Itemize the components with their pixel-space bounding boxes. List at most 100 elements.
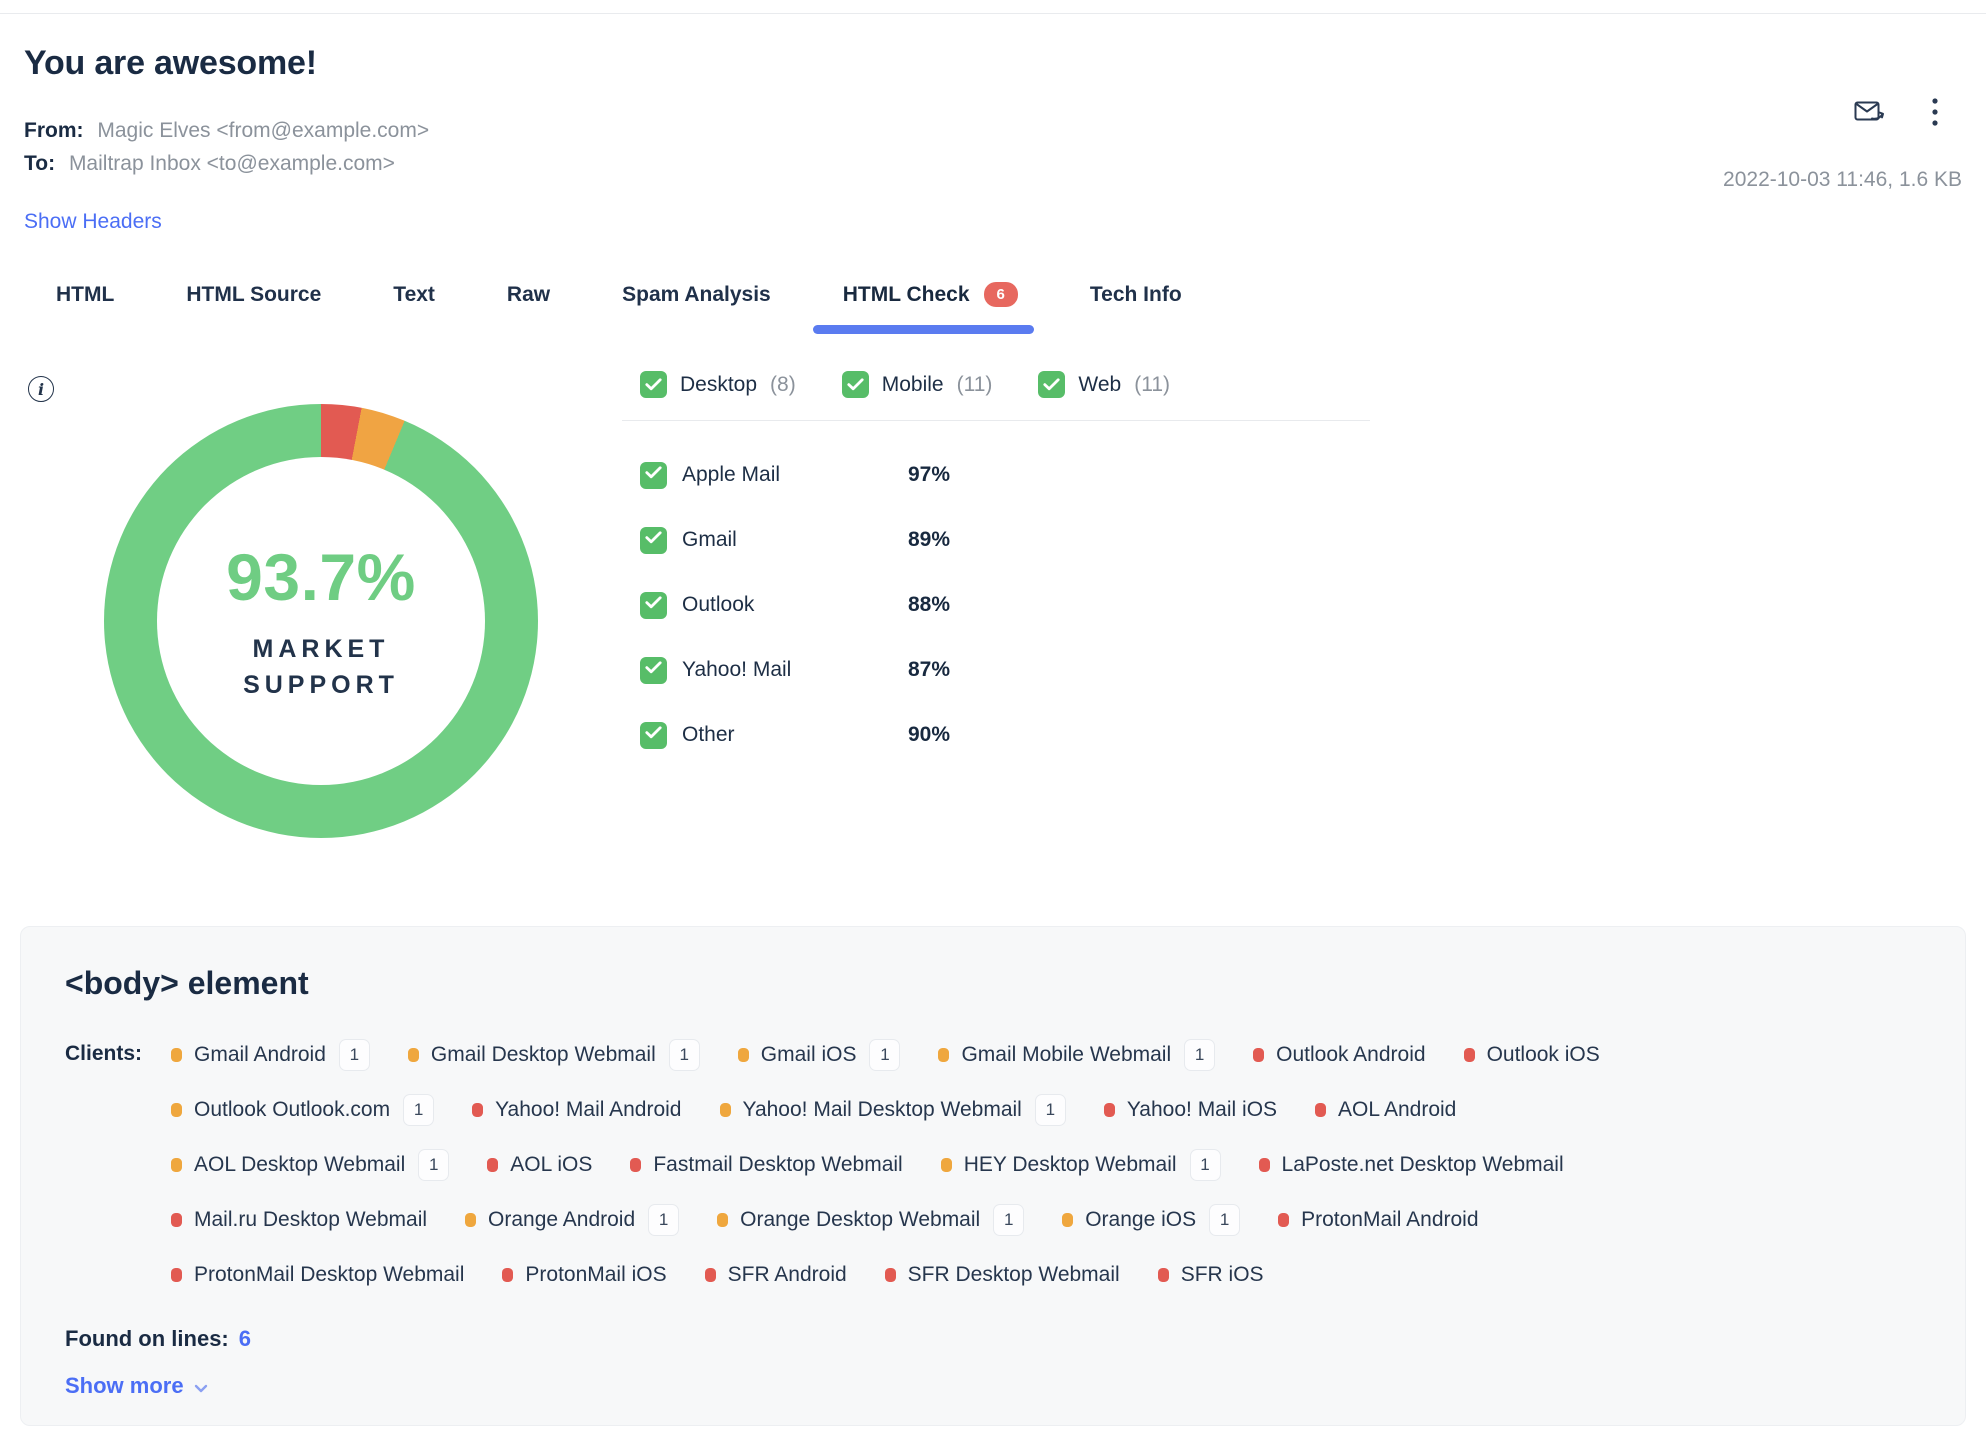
client-chip-name: Orange iOS: [1085, 1208, 1197, 1231]
client-chip-sfr-ios: SFR iOS: [1157, 1258, 1264, 1292]
client-chip-name: Yahoo! Mail iOS: [1126, 1098, 1278, 1121]
client-chip-yahoo-mail-ios: Yahoo! Mail iOS: [1103, 1093, 1278, 1127]
forward-email-button[interactable]: [1854, 99, 1886, 128]
client-support-percent: 87%: [908, 658, 951, 681]
client-name: Other: [682, 723, 735, 746]
client-chip-name: Yahoo! Mail Android: [495, 1098, 682, 1121]
warning-dot-icon: [717, 1213, 729, 1227]
checkmark-icon: [1043, 373, 1060, 397]
filter-label: Mobile: [881, 372, 944, 396]
filter-checkbox-mobile[interactable]: [841, 371, 869, 398]
client-name: Yahoo! Mail: [682, 658, 792, 681]
client-chip-orange-android: Orange Android 1: [465, 1203, 680, 1237]
checkmark-icon: [645, 466, 662, 484]
filter-mobile[interactable]: Mobile (11): [841, 371, 992, 398]
error-dot-icon: [884, 1268, 896, 1282]
tab-html[interactable]: HTML: [56, 282, 114, 334]
error-dot-icon: [1278, 1213, 1290, 1227]
filter-desktop[interactable]: Desktop (8): [640, 371, 796, 398]
checkmark-icon: [645, 596, 662, 614]
client-chip-hey-desktop-webmail: HEY Desktop Webmail 1: [940, 1148, 1221, 1182]
client-checkbox-yahoo-mail[interactable]: [640, 656, 667, 684]
filter-web[interactable]: Web (11): [1038, 371, 1170, 398]
filter-checkbox-web[interactable]: [1038, 371, 1066, 398]
client-checkbox-outlook[interactable]: [640, 591, 667, 619]
client-support-list: Apple Mail 97% Gmail 89% Outlook 88% Yahoo! Ma…: [622, 461, 1370, 749]
clients-row-3: AOL Desktop Webmail 1 AOL iOS Fastmail Desk…: [171, 1148, 1921, 1182]
warning-dot-icon: [465, 1213, 477, 1227]
show-more-link[interactable]: Show more: [65, 1373, 208, 1399]
client-chip-name: Gmail Mobile Webmail: [961, 1043, 1172, 1066]
client-chip-gmail-desktop-webmail: Gmail Desktop Webmail 1: [407, 1038, 700, 1072]
client-chip-name: AOL Desktop Webmail: [194, 1153, 406, 1176]
message-tabs: HTML HTML Source Text Raw Spam Analysis HTML …: [56, 282, 1986, 334]
header-actions: [1854, 98, 1938, 129]
occurrence-count-badge: 1: [648, 1204, 680, 1236]
occurrence-count-badge: 1: [1209, 1204, 1241, 1236]
to-label: To:: [24, 152, 56, 175]
warning-dot-icon: [737, 1048, 749, 1062]
error-dot-icon: [487, 1158, 499, 1172]
tab-html-source[interactable]: HTML Source: [186, 282, 321, 334]
market-support-percentage: 93.7%: [226, 540, 416, 614]
tab-label: HTML Source: [186, 282, 322, 306]
error-dot-icon: [502, 1268, 514, 1282]
client-chip-yahoo-mail-desktop-webmail: Yahoo! Mail Desktop Webmail 1: [719, 1093, 1066, 1127]
checkmark-icon: [645, 661, 662, 679]
filter-count: (8): [770, 372, 796, 396]
warning-dot-icon: [171, 1103, 182, 1117]
client-chip-name: Fastmail Desktop Webmail: [653, 1153, 903, 1176]
tab-text[interactable]: Text: [393, 282, 435, 334]
tab-spam-analysis[interactable]: Spam Analysis: [622, 282, 771, 334]
occurrence-count-badge: 1: [1184, 1039, 1216, 1071]
info-icon[interactable]: i: [28, 376, 54, 402]
support-row-yahoo-mail: Yahoo! Mail 87%: [640, 656, 1370, 684]
occurrence-count-badge: 1: [1189, 1149, 1221, 1181]
support-row-gmail: Gmail 89%: [640, 526, 1370, 554]
html-check-panel: i 93.7% MARKET SUPPORT Desktop (8) Mobile (…: [0, 334, 1986, 926]
client-chip-name: ProtonMail Desktop Webmail: [194, 1263, 465, 1286]
error-dot-icon: [630, 1158, 642, 1172]
error-dot-icon: [1253, 1048, 1265, 1062]
client-chip-orange-ios: Orange iOS 1: [1062, 1203, 1241, 1237]
platform-filters: Desktop (8) Mobile (11) Web (11): [622, 369, 1370, 421]
client-chip-name: Orange Android: [488, 1208, 636, 1231]
chevron-down-icon: [194, 1373, 208, 1399]
body-element-card: <body> element Clients: Gmail Android 1 Gm…: [20, 926, 1966, 1426]
filter-checkbox-desktop[interactable]: [640, 371, 667, 398]
found-on-lines-label: Found on lines:: [65, 1326, 229, 1351]
error-dot-icon: [704, 1268, 716, 1282]
show-headers-link[interactable]: Show Headers: [24, 210, 162, 233]
info-glyph: i: [37, 379, 45, 399]
filter-label: Desktop: [680, 372, 758, 396]
show-more-label: Show more: [65, 1373, 184, 1398]
tab-label: HTML: [56, 282, 115, 306]
clients-row-5: ProtonMail Desktop Webmail ProtonMail iOS…: [171, 1258, 1921, 1292]
tab-label: Raw: [506, 282, 551, 306]
client-chip-aol-android: AOL Android: [1315, 1093, 1456, 1127]
client-chip-aol-desktop-webmail: AOL Desktop Webmail 1: [171, 1148, 450, 1182]
client-chip-gmail-android: Gmail Android 1: [171, 1038, 370, 1072]
caption-line-2: SUPPORT: [243, 671, 399, 699]
client-chip-name: SFR Desktop Webmail: [907, 1263, 1120, 1286]
warning-dot-icon: [938, 1048, 950, 1062]
more-options-button[interactable]: [1932, 98, 1938, 129]
client-checkbox-other[interactable]: [640, 721, 667, 749]
error-dot-icon: [472, 1103, 484, 1117]
message-timestamp: 2022-10-03 11:46, 1.6 KB: [1723, 168, 1962, 191]
client-chip-outlook-ios: Outlook iOS: [1463, 1038, 1600, 1072]
error-dot-icon: [1258, 1158, 1270, 1172]
clients-row-4: Mail.ru Desktop Webmail Orange Android 1 Or…: [171, 1203, 1921, 1237]
client-chip-name: AOL Android: [1338, 1098, 1457, 1121]
client-checkbox-apple-mail[interactable]: [640, 461, 667, 489]
client-chip-fastmail-desktop-webmail: Fastmail Desktop Webmail: [630, 1148, 903, 1182]
client-chip-gmail-mobile-webmail: Gmail Mobile Webmail 1: [938, 1038, 1216, 1072]
client-checkbox-gmail[interactable]: [640, 526, 667, 554]
checkmark-icon: [847, 373, 864, 397]
tab-raw[interactable]: Raw: [507, 282, 550, 334]
tab-html-check[interactable]: HTML Check 6: [812, 282, 1035, 334]
tab-tech-info[interactable]: Tech Info: [1090, 282, 1182, 334]
client-chip-mail-ru-desktop-webmail: Mail.ru Desktop Webmail: [171, 1203, 427, 1237]
client-chip-gmail-ios: Gmail iOS 1: [737, 1038, 901, 1072]
found-on-lines-value[interactable]: 6: [238, 1326, 252, 1351]
